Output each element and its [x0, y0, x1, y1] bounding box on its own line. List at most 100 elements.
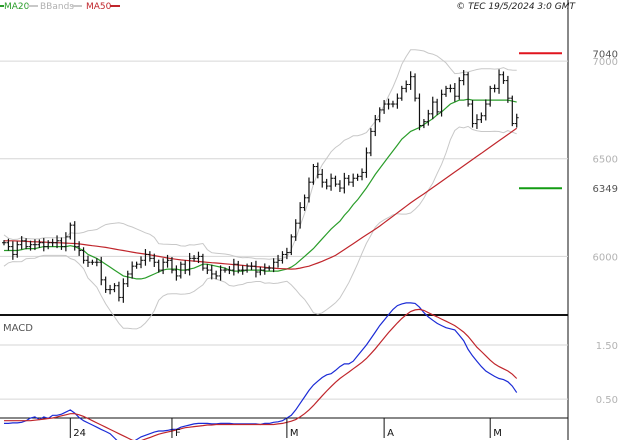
ohlc-bar [448, 84, 453, 93]
x-axis-labels: 24 F M A M [69, 418, 502, 439]
ohlc-bar [258, 266, 263, 276]
ohlc-bar [2, 240, 6, 246]
ohlc-bar [231, 258, 236, 276]
ohlc-bar [298, 202, 303, 229]
ohlc-bar [271, 258, 276, 273]
y-axis-labels: 6000 6500 7000 0.50 1.50 [593, 57, 618, 406]
ohlc-bar [382, 100, 387, 114]
x-tick-label: M [493, 428, 502, 439]
ohlc-bar [351, 173, 356, 187]
legend-bbands: BBands [40, 2, 74, 12]
x-tick-label: M [290, 428, 299, 439]
ohlc-bar [368, 128, 373, 157]
ohlc-bar [413, 73, 418, 102]
ohlc-bar [116, 281, 121, 302]
ohlc-bar [143, 249, 148, 266]
ohlc-bar [386, 98, 391, 110]
ohlc-bar [470, 100, 475, 128]
ohlc-bar [55, 235, 60, 249]
ohlc-bar [426, 109, 431, 126]
ohlc-bar [249, 262, 254, 271]
ohlc-bar [262, 263, 267, 275]
ohlc-bar [223, 267, 227, 273]
ohlc-bar [81, 247, 86, 264]
ohlc-bar [514, 113, 519, 128]
ohlc-bar [227, 266, 232, 275]
ohlc-bar [152, 253, 157, 267]
ohlc-bar [236, 260, 241, 274]
ohlc-bar [276, 254, 281, 268]
price-tick-label: 6500 [593, 155, 618, 166]
ohlc-bar [130, 261, 135, 279]
ohlc-bar [85, 255, 90, 267]
x-tick-label: 24 [73, 428, 86, 439]
ohlc-bar [174, 265, 179, 281]
ohlc-bar [452, 83, 457, 102]
ohlc-bar [373, 114, 378, 137]
ohlc-bar [306, 177, 311, 203]
ohlc-bar [329, 173, 334, 191]
ohlc-bar [169, 257, 174, 274]
ohlc-bar [196, 251, 201, 264]
ohlc-bar [483, 99, 488, 121]
ohlc-bar [395, 93, 400, 109]
ohlc-bar [192, 255, 197, 262]
ohlc-bar [289, 234, 294, 256]
ohlc-bar [505, 75, 510, 103]
ohlc-bar [90, 259, 95, 265]
ohlc-bar [37, 239, 42, 248]
ohlc-bar [103, 276, 108, 293]
ohlc-bar [466, 72, 471, 107]
x-tick-label: F [175, 428, 181, 439]
ohlc-bar [492, 84, 497, 93]
ohlc-bar [187, 252, 192, 276]
macd-title: MACD [3, 323, 33, 334]
ohlc-bar [139, 256, 144, 269]
ohlc-bar [267, 265, 272, 271]
ohlc-bar [32, 239, 37, 251]
ohlc-bar [19, 236, 24, 250]
ohlc-bar [178, 261, 183, 279]
ohlc-bar [377, 107, 382, 123]
ohlc-bar [421, 119, 426, 129]
ohlc-bar [479, 112, 484, 123]
ohlc-bar [474, 114, 479, 129]
ohlc-bar [209, 264, 214, 280]
ohlc-bar [41, 238, 46, 252]
ohlc-bar [245, 263, 250, 273]
signal-line [4, 308, 518, 440]
ohlc-bar [439, 89, 444, 117]
copyright-text: © TEC 19/5/2024 3:0 GMT [456, 2, 576, 12]
ohlc-bar [333, 175, 338, 187]
ohlc-bar [77, 241, 82, 256]
ohlc-bar [165, 254, 170, 268]
ohlc-bar [337, 180, 342, 193]
ohlc-bar [284, 247, 289, 260]
resistance-label: 7040 [593, 49, 618, 60]
ohlc-bar [320, 168, 325, 188]
ohlc-bar [488, 85, 493, 107]
bband-lower-line [3, 125, 517, 330]
support-label: 6349 [593, 184, 618, 195]
ohlc-bar [24, 238, 29, 250]
ohlc-bar [200, 253, 205, 271]
ohlc-bar [497, 69, 502, 94]
macd-panel [4, 302, 518, 440]
ohlc-bar [156, 259, 161, 273]
ohlc-bar [324, 178, 329, 190]
ohlc-bar [183, 260, 188, 275]
ohlc-bar [147, 251, 152, 262]
ohlc-bar [346, 174, 351, 186]
ohlc-bar [121, 278, 126, 303]
legend: MA20 BBands MA50 [0, 2, 120, 12]
ohlc-bar [253, 260, 258, 278]
ohlc-bar [342, 172, 347, 194]
ohlc-bar [444, 85, 448, 97]
ohlc-bars [2, 69, 519, 303]
ohlc-bar [240, 265, 245, 275]
ohlc-bar [355, 173, 360, 181]
grid [0, 60, 568, 400]
ohlc-bar [311, 163, 316, 185]
